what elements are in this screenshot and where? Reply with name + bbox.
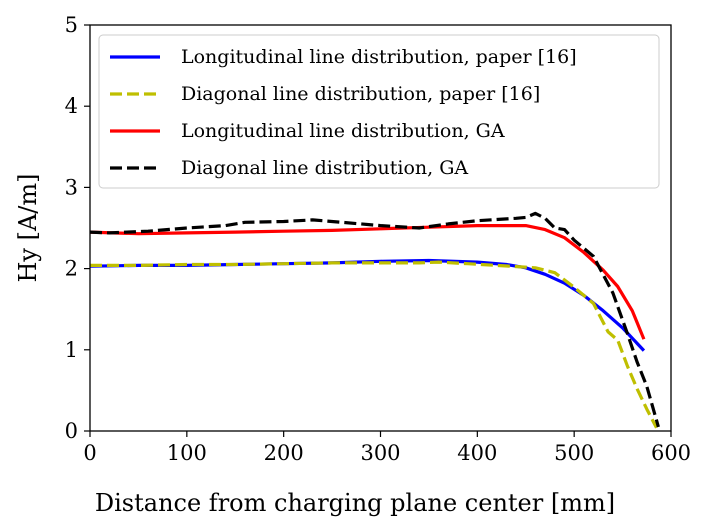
x-tick-label: 500	[554, 441, 594, 465]
series-line-4	[90, 211, 660, 428]
legend-box	[98, 34, 660, 189]
y-tick-label: 4	[65, 94, 78, 118]
series-line-3	[90, 224, 646, 340]
x-tick-label: 100	[167, 441, 207, 465]
x-tick-label: 200	[264, 441, 304, 465]
legend-label-3: Longitudinal line distribution, GA	[181, 120, 505, 142]
x-axis-label: Distance from charging plane center [mm]	[95, 489, 615, 517]
y-tick-label: 1	[65, 338, 78, 362]
x-tick-label: 600	[651, 441, 691, 465]
series-line-1	[90, 258, 646, 352]
x-tick-label: 300	[360, 441, 400, 465]
series-layer	[90, 211, 660, 429]
y-tick-label: 5	[65, 13, 78, 37]
y-tick-label: 0	[65, 419, 78, 443]
y-tick-label: 2	[65, 257, 78, 281]
legend-label-2: Diagonal line distribution, paper [16]	[181, 83, 540, 105]
legend-label-4: Diagonal line distribution, GA	[181, 157, 468, 179]
tick-layer: 0 100 200 300 400 500 600 0 1 2 3 4 5	[65, 13, 691, 465]
legend: Longitudinal line distribution, paper [1…	[98, 34, 660, 189]
legend-label-1: Longitudinal line distribution, paper [1…	[181, 46, 577, 68]
y-tick-label: 3	[65, 175, 78, 199]
x-tick-label: 400	[457, 441, 497, 465]
x-tick-label: 0	[83, 441, 96, 465]
series-line-2	[90, 260, 658, 429]
legend-entries: Longitudinal line distribution, paper [1…	[110, 46, 577, 179]
y-axis-label: Hy [A/m]	[14, 173, 42, 282]
